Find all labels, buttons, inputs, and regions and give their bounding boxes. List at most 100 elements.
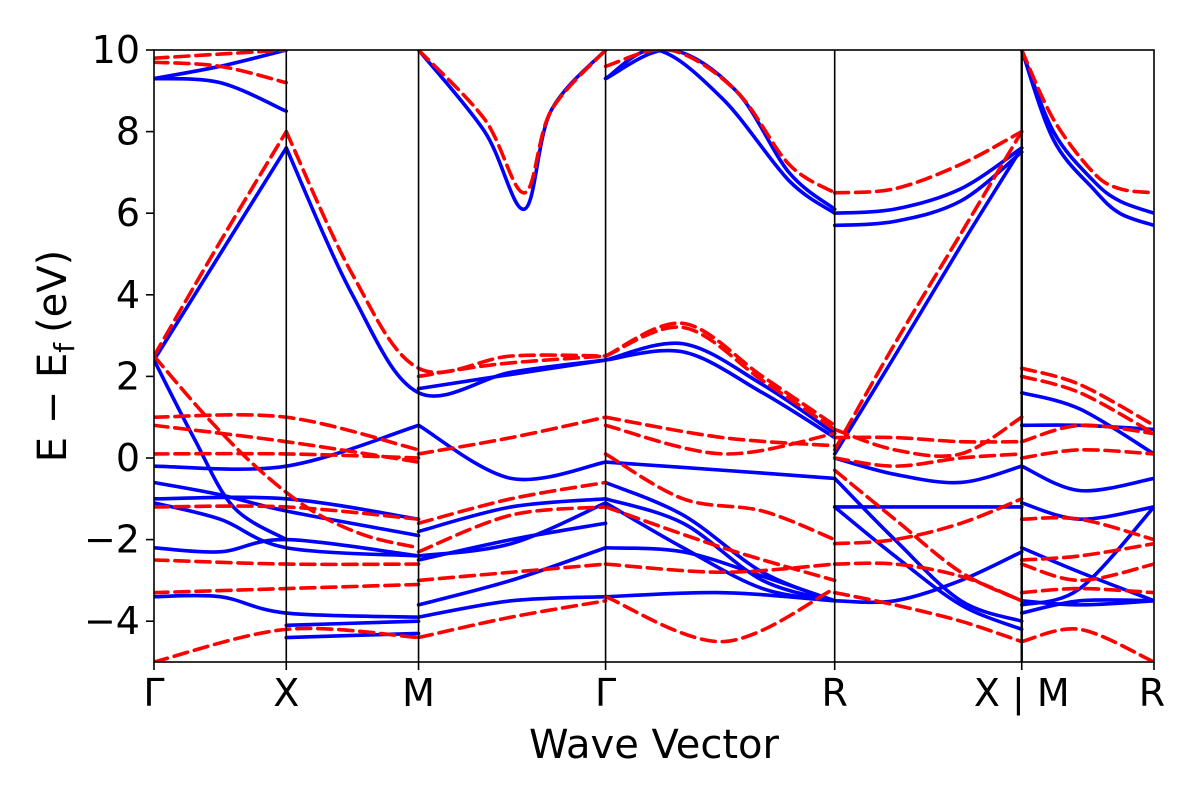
- dashed-band-7: [832, 129, 1024, 195]
- solid-band-48: [1019, 598, 1154, 615]
- dashed-band-40: [1019, 423, 1154, 444]
- dashed-band-20: [416, 480, 608, 526]
- dashed-band-29: [603, 586, 837, 644]
- y-axis-label-subscript: f: [48, 342, 81, 353]
- dashed-band-39: [1019, 374, 1154, 436]
- series-solid: [154, 50, 1154, 640]
- dashed-band-42: [1019, 515, 1154, 542]
- solid-band-4: [603, 341, 837, 436]
- dashed-band-25: [603, 423, 837, 456]
- solid-band-37: [832, 550, 1024, 605]
- dashed-band-32: [832, 452, 1024, 468]
- dashed-band-27: [603, 505, 837, 583]
- dashed-band-44: [1019, 562, 1154, 583]
- solid-band-47: [1019, 505, 1154, 607]
- solid-band-19: [154, 593, 421, 619]
- y-axis-ticks: −4 −2 0 2 4 6 8 10: [84, 28, 154, 643]
- x-tick-label: M: [402, 671, 435, 715]
- x-tick-label: X: [273, 671, 299, 715]
- dashed-band-0: [154, 129, 289, 358]
- dashed-band-21: [416, 505, 608, 554]
- solid-band-17: [154, 501, 421, 558]
- solid-band-7: [603, 50, 837, 211]
- dashed-band-46: [1019, 627, 1154, 662]
- y-tick-label: 10: [92, 28, 140, 72]
- dashed-band-1: [284, 129, 608, 375]
- solid-band-38: [832, 456, 1024, 485]
- solid-band-44: [1019, 501, 1154, 522]
- solid-band-11: [154, 76, 289, 113]
- solid-band-28: [603, 460, 837, 481]
- solid-band-3: [416, 50, 608, 211]
- x-tick-label: R: [1139, 671, 1165, 715]
- y-tick-label: −4: [84, 599, 140, 643]
- dashed-band-41: [1019, 447, 1154, 460]
- solid-band-39: [1019, 50, 1154, 215]
- x-tick-label: R: [821, 671, 847, 715]
- dashed-band-4: [603, 321, 837, 428]
- y-tick-label: −2: [84, 518, 140, 562]
- bands-layer: [154, 50, 1154, 662]
- x-tick-label: X | M: [974, 671, 1070, 716]
- solid-band-25: [416, 521, 608, 562]
- solid-band-45: [1019, 545, 1154, 603]
- solid-band-36: [832, 505, 1024, 632]
- dashed-band-37: [1019, 50, 1154, 195]
- x-axis-ticks: Γ X M Γ R X | M R: [143, 662, 1165, 716]
- plot-frame: [153, 49, 1155, 663]
- solid-band-43: [1019, 464, 1154, 493]
- solid-band-21: [284, 631, 421, 640]
- dashed-band-30: [832, 415, 1024, 458]
- dashed-band-6: [603, 50, 837, 195]
- y-tick-label: 8: [116, 110, 140, 154]
- y-tick-label: 4: [116, 273, 140, 317]
- dashed-band-34: [832, 497, 1024, 546]
- dashed-band-45: [1019, 586, 1154, 595]
- solid-band-33: [603, 590, 837, 603]
- dashed-band-10: [154, 50, 289, 60]
- solid-band-10: [832, 146, 1024, 456]
- dashed-band-8: [832, 129, 1024, 452]
- dashed-band-36: [832, 590, 1024, 644]
- y-axis-label: E − Ef (eV): [30, 250, 81, 463]
- dashed-band-31: [832, 435, 1024, 444]
- y-axis-label-unit: (eV): [30, 250, 76, 333]
- x-tick-label: Γ: [143, 671, 164, 715]
- solid-band-1: [284, 146, 608, 398]
- solid-band-40: [1019, 50, 1154, 228]
- y-tick-label: 0: [116, 436, 140, 480]
- dashed-band-3: [416, 50, 608, 195]
- dashed-band-35: [832, 561, 1024, 603]
- solid-band-22: [416, 423, 608, 482]
- dashed-band-38: [1019, 366, 1154, 428]
- x-axis-label: Wave Vector: [529, 722, 780, 768]
- series-dashed: [154, 50, 1154, 662]
- solid-band-26: [416, 545, 608, 607]
- solid-band-30: [603, 497, 837, 603]
- dashed-band-22: [416, 562, 608, 583]
- dashed-band-24: [603, 415, 837, 448]
- dashed-band-5: [603, 325, 837, 432]
- k-point-lines: [285, 50, 1023, 662]
- solid-band-29: [603, 480, 837, 603]
- dashed-band-28: [603, 562, 837, 575]
- solid-band-13: [154, 358, 289, 542]
- solid-band-0: [154, 146, 289, 362]
- y-tick-label: 6: [116, 191, 140, 235]
- y-axis-label-main: E − E: [30, 353, 76, 463]
- dashed-band-23: [416, 599, 608, 640]
- dashed-band-26: [603, 452, 837, 542]
- dashed-band-11: [154, 354, 421, 550]
- dashed-band-43: [1019, 541, 1154, 562]
- solid-band-27: [416, 594, 608, 619]
- dashed-band-19: [416, 415, 608, 456]
- dashed-band-9: [154, 60, 289, 85]
- dashed-band-33: [832, 468, 1024, 603]
- solid-band-18: [154, 537, 421, 558]
- solid-band-32: [603, 545, 837, 603]
- x-tick-label: Γ: [595, 671, 616, 715]
- solid-band-42: [1019, 423, 1154, 432]
- solid-band-23: [416, 497, 608, 534]
- solid-band-5: [603, 348, 837, 440]
